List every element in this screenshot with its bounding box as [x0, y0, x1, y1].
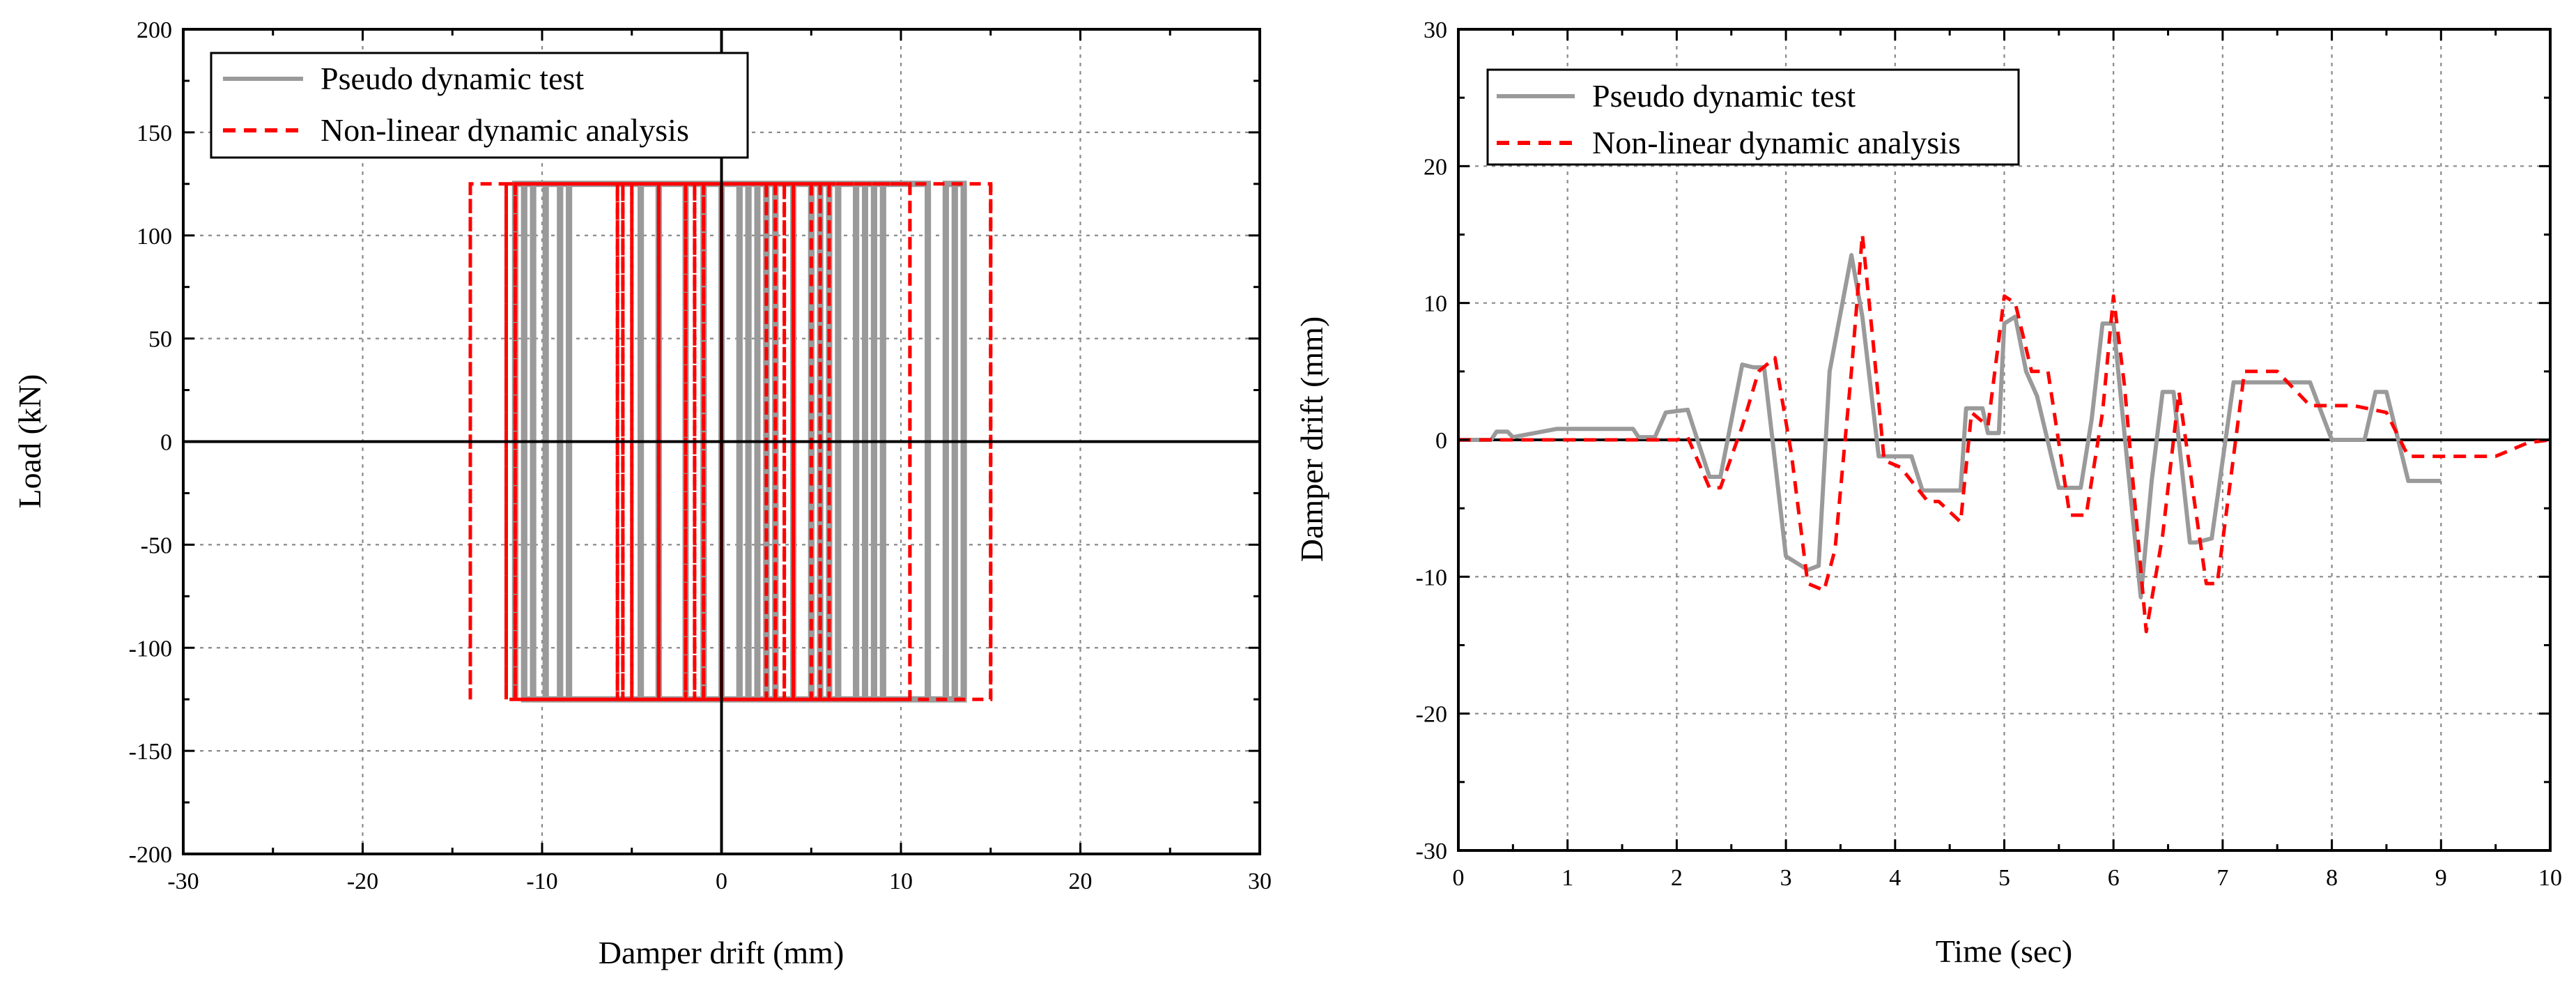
right-y-tick-label: -10 — [1416, 565, 1447, 590]
right-y-tick-label: 10 — [1424, 291, 1447, 317]
left-x-tick-label: 0 — [716, 869, 727, 894]
right-legend-box — [1486, 68, 2020, 166]
right-legend-label-pseudo: Pseudo dynamic test — [1592, 78, 1856, 114]
right-x-tick-label: 2 — [1671, 865, 1683, 891]
left-x-tick-label: 30 — [1248, 869, 1272, 894]
right-x-tick-label: 7 — [2216, 865, 2228, 891]
right-x-tick-label: 4 — [1889, 865, 1901, 891]
left-legend-label-nonlinear: Non-linear dynamic analysis — [321, 112, 689, 148]
right-non-linear-line — [1458, 233, 2551, 634]
left-x-tick-label: -10 — [526, 869, 557, 894]
left-legend: Pseudo dynamic test Non-linear dynamic a… — [210, 52, 749, 159]
right-y-axis-label: Damper drift (mm) — [1294, 316, 1329, 563]
right-x-tick-label: 3 — [1780, 865, 1792, 891]
left-x-tick-label: -30 — [167, 869, 199, 894]
right-x-axis-label: Time (sec) — [1936, 933, 2072, 969]
right-x-tick-label: 8 — [2326, 865, 2338, 891]
left-x-tick-label: -20 — [347, 869, 378, 894]
right-series-pseudo-dynamic-test — [1458, 253, 2442, 600]
left-y-tick-label: -50 — [141, 533, 172, 558]
right-x-tick-label: 5 — [1998, 865, 2010, 891]
left-legend-label-pseudo: Pseudo dynamic test — [321, 61, 584, 96]
left-x-tick-label: 20 — [1069, 869, 1093, 894]
left-y-tick-label: 150 — [137, 121, 172, 146]
left-zero-axes — [183, 29, 1260, 854]
left-y-tick-label: 200 — [137, 17, 172, 43]
right-x-tick-label: 6 — [2108, 865, 2120, 891]
left-hysteresis-chart: -30 -20 -10 0 10 20 30-200-150-100-50050100150… — [12, 17, 1272, 970]
right-x-tick-label: 9 — [2435, 865, 2447, 891]
right-axis-ticks: 0 1 2 3 4 5 6 7 8 9 10 -30 -20 -10 0 10 20 30 — [1416, 17, 2562, 891]
right-y-tick-label: -20 — [1416, 702, 1447, 728]
left-y-tick-label: -100 — [129, 636, 172, 662]
right-x-tick-label: 10 — [2538, 865, 2562, 891]
right-legend: Pseudo dynamic test Non-linear dynamic a… — [1486, 68, 2020, 166]
left-y-axis-label: Load (kN) — [12, 374, 47, 509]
left-y-tick-label: 0 — [160, 430, 172, 456]
left-legend-box — [210, 52, 749, 159]
left-x-tick-label: 10 — [889, 869, 913, 894]
right-x-tick-label: 0 — [1453, 865, 1465, 891]
right-pseudo-dynamic-line — [1458, 253, 2442, 600]
right-legend-label-nonlinear: Non-linear dynamic analysis — [1592, 125, 1961, 160]
right-y-tick-label: 20 — [1424, 154, 1447, 180]
right-y-tick-label: 0 — [1435, 428, 1447, 454]
left-axis-ticks: -30 -20 -10 0 10 20 30-200-150-100-50050100150… — [129, 17, 1272, 894]
right-y-tick-label: -30 — [1416, 839, 1447, 864]
right-x-tick-label: 1 — [1561, 865, 1573, 891]
left-y-tick-label: -200 — [129, 842, 172, 868]
left-y-tick-label: -150 — [129, 739, 172, 765]
left-y-tick-label: 50 — [148, 327, 172, 353]
left-y-tick-label: 100 — [137, 224, 172, 250]
left-x-axis-label: Damper drift (mm) — [599, 935, 844, 970]
right-y-tick-label: 30 — [1424, 17, 1447, 43]
